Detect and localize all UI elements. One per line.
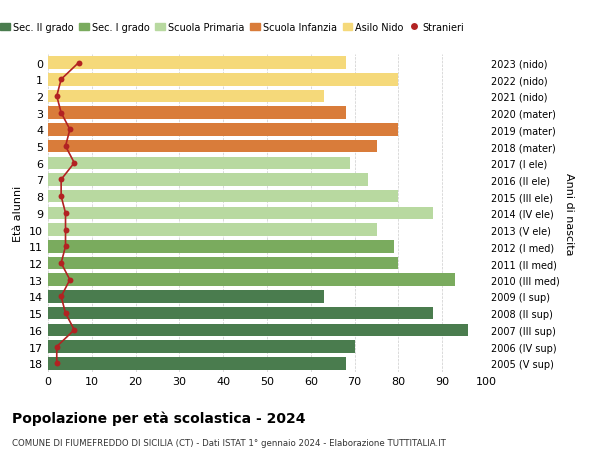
Point (61, 210, 70, 217)
Point (56, 193, 66, 201)
Point (56, 76, 66, 84)
Bar (48, 241, 394, 253)
Bar (48, 107, 346, 120)
Bar (48, 190, 398, 203)
Bar (48, 274, 455, 286)
Point (74, 60, 83, 67)
Y-axis label: Anni di nascita: Anni di nascita (563, 172, 574, 255)
Point (56, 176, 66, 184)
Point (70, 160, 79, 167)
Bar (48, 357, 346, 369)
Bar (48, 74, 398, 86)
Point (52, 93, 62, 101)
Bar (48, 57, 346, 70)
Bar (48, 140, 377, 153)
Bar (48, 124, 398, 136)
Point (61, 310, 70, 317)
Point (61, 143, 70, 151)
Bar (48, 257, 398, 270)
Point (52, 360, 62, 367)
Bar (48, 291, 324, 303)
Point (52, 343, 62, 351)
Bar (48, 341, 355, 353)
Point (56, 293, 66, 301)
Bar (48, 324, 469, 336)
Text: COMUNE DI FIUMEFREDDO DI SICILIA (CT) - Dati ISTAT 1° gennaio 2024 - Elaborazion: COMUNE DI FIUMEFREDDO DI SICILIA (CT) - … (12, 438, 446, 448)
Bar (48, 157, 350, 170)
Point (70, 326, 79, 334)
Bar (48, 307, 433, 320)
Point (65, 126, 75, 134)
Point (56, 260, 66, 267)
Point (61, 243, 70, 251)
Bar (48, 207, 433, 220)
Legend: Sec. II grado, Sec. I grado, Scuola Primaria, Scuola Infanzia, Asilo Nido, Stran: Sec. II grado, Sec. I grado, Scuola Prim… (0, 19, 468, 37)
Point (61, 226, 70, 234)
Y-axis label: Età alunni: Età alunni (13, 185, 23, 241)
Bar (48, 224, 377, 236)
Bar (48, 90, 324, 103)
Point (65, 276, 75, 284)
Bar (48, 174, 368, 186)
Text: Popolazione per età scolastica - 2024: Popolazione per età scolastica - 2024 (12, 411, 305, 425)
Point (56, 110, 66, 117)
